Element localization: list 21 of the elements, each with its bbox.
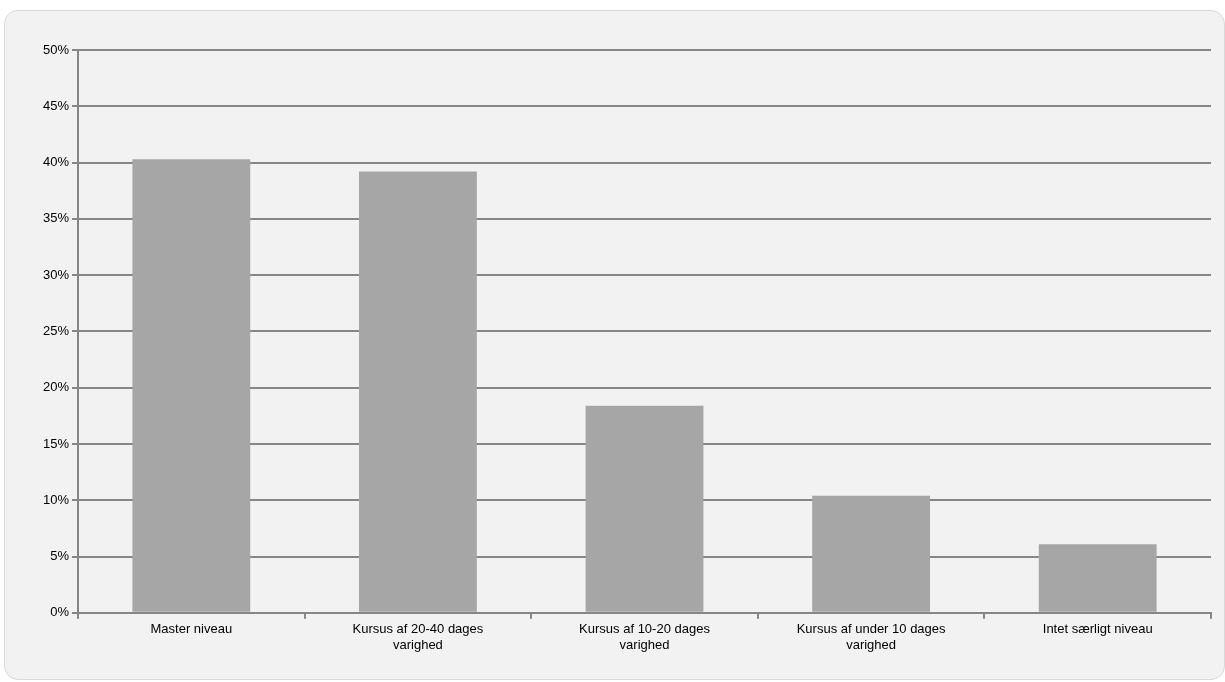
y-tick-label: 5%: [50, 548, 70, 564]
x-tick-label: Kursus af 20-40 dages varighed: [352, 621, 484, 652]
y-tick-label: 25%: [42, 322, 70, 338]
y-tick-label: 45%: [42, 97, 70, 113]
bar: [1038, 544, 1157, 612]
bar: [359, 171, 477, 612]
y-tick-label: 35%: [42, 210, 70, 226]
y-tick-label: 15%: [42, 435, 70, 451]
x-tick-label: Intet særligt niveau: [1042, 621, 1153, 637]
x-tick-label: Master niveau: [150, 621, 233, 637]
bar: [132, 159, 251, 612]
bar: [812, 495, 931, 612]
bar: [585, 405, 704, 612]
y-tick-label: 40%: [42, 154, 70, 170]
y-tick-label: 30%: [42, 266, 70, 282]
y-tick-label: 10%: [42, 491, 70, 507]
y-tick-label: 0%: [50, 604, 70, 620]
x-tick-label: Kursus af 10-20 dages varighed: [579, 621, 711, 652]
y-tick-label: 20%: [42, 379, 70, 395]
y-tick-label: 50%: [42, 41, 70, 57]
x-tick-label: Kursus af under 10 dages varighed: [796, 621, 947, 652]
